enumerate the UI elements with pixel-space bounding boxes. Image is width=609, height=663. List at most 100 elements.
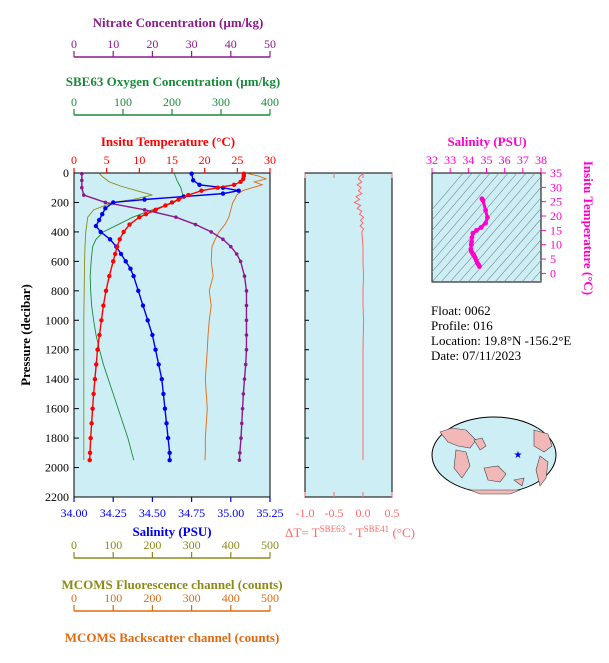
temperature-point [97,332,102,338]
temperature-axis-label: Insitu Temperature (°C) [101,134,235,149]
nitrate-tick-label: 30 [186,37,198,51]
nitrate-point [238,259,243,264]
isopycnal-line [432,173,473,221]
fluorescence-tick-label: 400 [222,538,240,552]
temperature-point [91,391,96,397]
salinity-point [93,223,99,229]
salinity-point [167,450,172,456]
ts-point [477,264,482,269]
main-series [80,171,268,463]
ts-point [478,225,484,230]
temperature-point [99,318,104,323]
ts-salinity-tick-label: 33 [444,153,456,167]
ts-temperature-tick-label: 15 [550,223,562,237]
temperature-point [88,435,93,441]
isopycnal-line [432,173,518,273]
nitrate-point [80,178,84,183]
pressure-tick-label: 200 [51,195,69,209]
nitrate-point [242,377,247,381]
pressure-tick-label: 1600 [45,402,69,416]
backscatter-tick-label: 100 [104,591,122,605]
backscatter-tick-label: 500 [261,591,279,605]
salinity-point [96,217,102,223]
temperature-point [95,347,100,352]
temperature-tick-label: 5 [104,153,110,167]
salinity-point [118,251,124,257]
pressure-tick-label: 1800 [45,431,69,445]
temperature-point [111,259,116,264]
nitrate-point [80,171,84,176]
isopycnal-line [539,280,541,282]
backscatter-tick-label: 300 [183,591,201,605]
world-map: ★ [431,416,557,495]
salinity-point [190,178,196,183]
isopycnal-line [432,173,491,242]
temperature-tick-label: 0 [71,153,77,167]
ts-salinity-tick-label: 32 [426,153,438,167]
isopycnal-line [432,173,500,252]
salinity-point [145,318,150,323]
ts-point [470,230,476,236]
main-plot-area [73,172,271,498]
oxygen-tick-label: 200 [163,95,181,109]
temperature-point [117,237,122,242]
isopycnal-line [458,186,541,282]
nitrate-ticks: 0 10 20 30 40 50 [71,37,276,58]
isopycnal-line [449,176,541,282]
temperature-point [143,212,149,217]
salinity-point [136,288,141,294]
salinity-tick-label: 35.00 [217,506,244,520]
pressure-tick-label: 800 [51,284,69,298]
ts-salinity-tick-label: 38 [535,153,547,167]
ts-salinity-tick-label: 35 [481,153,493,167]
temperature-point [231,182,237,187]
float-location-star-icon: ★ [514,450,523,461]
temperature-tick-label: 10 [133,153,145,167]
temperature-point [121,229,126,235]
temperature-point [199,188,204,193]
ts-point [468,242,474,248]
nitrate-point [244,289,249,293]
fluorescence-axis: 0 100 200 300 400 500 MCOMS Fluorescence chan… [61,538,282,592]
fluorescence-tick-label: 200 [143,538,161,552]
temperature-point [103,288,109,294]
isopycnal-line [432,173,482,231]
isopycnal-line [432,173,464,211]
nitrate-point [174,215,178,219]
isopycnal-line [512,249,541,282]
nitrate-point [229,244,233,249]
salinity-point [150,332,155,338]
temperature-point [89,421,94,426]
nitrate-point [82,193,86,197]
temperature-point [186,192,191,198]
salinity-point [220,191,226,196]
salinity-point [164,421,169,426]
nitrate-point [244,303,249,308]
nitrate-point [239,421,244,426]
ts-point [480,197,486,203]
salinity-point [159,376,165,382]
pressure-tick-label: 1000 [45,313,69,327]
delta-t-plot: -1.0 -0.5 0.0 0.5 [296,172,400,520]
ts-temperature-tick-label: 5 [550,252,556,266]
temperature-line [88,173,245,461]
nitrate-tick-label: 10 [107,37,119,51]
ts-salinity-label: Salinity (PSU) [447,134,526,149]
oxygen-tick-label: 0 [71,95,77,109]
pressure-tick-label: 600 [51,254,69,268]
salinity-point [197,182,202,187]
salinity-point [140,303,146,308]
temperature-point [87,450,93,456]
ts-temperature-tick-label: 30 [550,180,562,194]
temperature-point [241,176,246,182]
ts-temperature-tick-label: 0 [550,266,556,280]
delta-t-tick-label: 0.0 [356,506,371,520]
pressure-tick-label: 400 [51,225,69,239]
temperature-point [163,203,168,208]
delta-t-tick-label: 0.5 [385,506,400,520]
date: Date: 07/11/2023 [431,348,522,363]
salinity-point [153,347,158,352]
ts-salinity-tick-label: 36 [499,153,511,167]
nitrate-point [239,436,243,440]
